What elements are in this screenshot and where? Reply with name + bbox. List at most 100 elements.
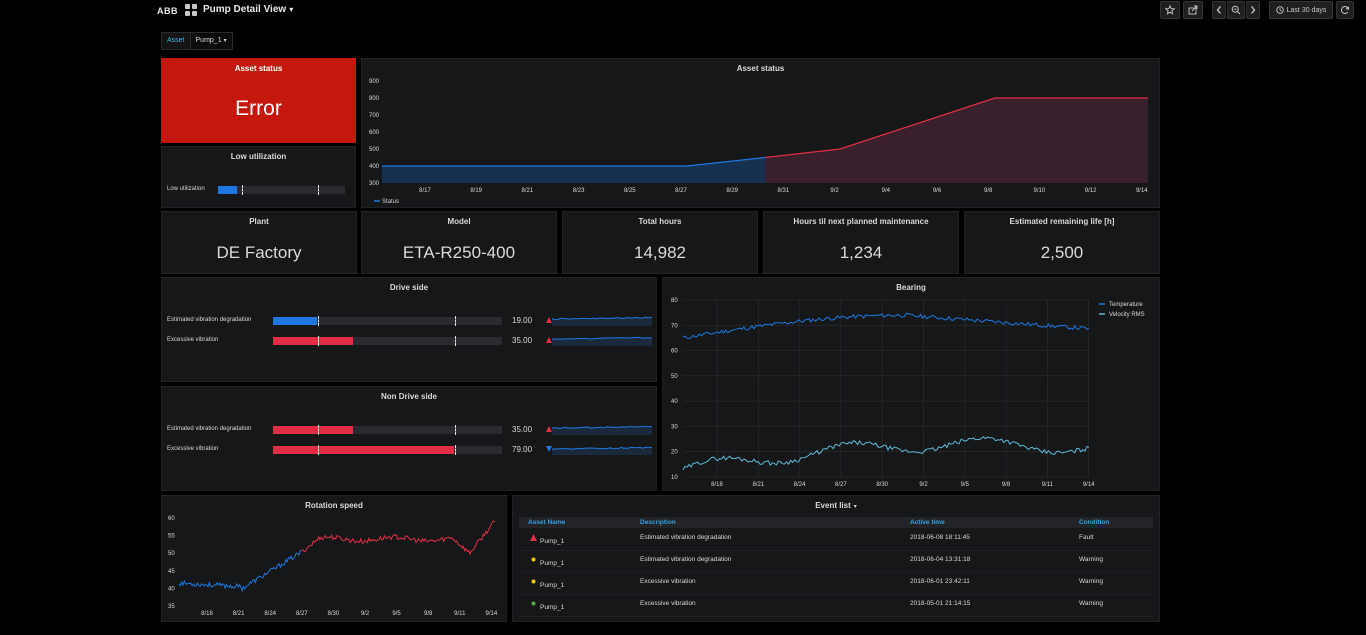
y-tick-label: 800: [369, 96, 380, 102]
refresh-icon: [1340, 5, 1350, 14]
velocity-rms-line: [682, 436, 1090, 471]
panel-title: Asset status: [234, 64, 283, 73]
legend-label[interactable]: Temperature: [1109, 302, 1143, 308]
gauge-label: Estimated vibration degradation: [167, 426, 252, 432]
time-picker-button[interactable]: Last 30 days: [1269, 1, 1333, 19]
table-row[interactable]: Pump_1 Excessive vibration 2018-06-01 23:4…: [519, 573, 1153, 595]
column-header-asset-name[interactable]: Asset Name: [528, 519, 566, 526]
event-list-title[interactable]: Event list ▾: [513, 501, 1159, 510]
non-drive-side-panel[interactable]: Non Drive side Estimated vibration degra…: [161, 386, 657, 491]
cell-condition: Fault: [1079, 534, 1094, 541]
sparkline: [552, 316, 652, 326]
stat-panel[interactable]: Plant DE Factory: [161, 211, 357, 274]
asset-variable-value: Pump_1: [195, 37, 222, 44]
y-tick-label: 70: [671, 323, 678, 329]
rotation-speed-line-normal: [178, 549, 302, 593]
stat-value: 14,982: [634, 243, 686, 262]
column-header-active-time[interactable]: Active time: [910, 519, 945, 526]
asset-status-panel[interactable]: Asset status Error: [161, 58, 356, 143]
gauge-fill: [273, 337, 354, 345]
zoom-out-button[interactable]: [1227, 1, 1245, 19]
asset-variable-label: Asset: [161, 32, 191, 50]
star-button[interactable]: [1160, 1, 1180, 19]
cell-condition: Warning: [1079, 600, 1103, 607]
asset-variable-select[interactable]: Pump_1 ▾: [190, 32, 233, 50]
x-tick-label: 8/19: [470, 188, 482, 194]
column-header-condition[interactable]: Condition: [1079, 519, 1110, 526]
low-utilization-panel[interactable]: Low utilization Low utilization: [161, 146, 356, 208]
table-row[interactable]: Pump_1 Estimated vibration degradation 201…: [519, 551, 1153, 573]
x-tick-label: 9/5: [961, 482, 970, 488]
cell-asset-name[interactable]: Pump_1: [540, 604, 565, 611]
cell-asset-name[interactable]: Pump_1: [540, 560, 565, 567]
cell-description: Excessive vibration: [640, 600, 696, 607]
low-utilization-gauge: [218, 185, 345, 195]
legend-label[interactable]: Velocity RMS: [1109, 312, 1145, 318]
sparkline: [552, 336, 652, 346]
rotation-speed-panel[interactable]: Rotation speed 60 55 50 45 40 35 8/18 8/21 8/24 8…: [161, 495, 507, 622]
refresh-button[interactable]: [1336, 1, 1354, 19]
temperature-line: [682, 312, 1090, 340]
gauge-track: [273, 445, 502, 455]
stat-panel[interactable]: Estimated remaining life [h] 2,500: [964, 211, 1160, 274]
bearing-chart-panel[interactable]: Bearing 80 70 60 50 40 30 20 10 8/18 8/21 8/24 8/27…: [662, 277, 1160, 491]
threshold-marker: [318, 336, 319, 346]
y-tick-label: 700: [369, 113, 380, 119]
star-icon: [1165, 5, 1175, 15]
table-row[interactable]: Pump_1 Excessive vibration 2018-05-01 21:1…: [519, 595, 1153, 617]
stat-panel[interactable]: Hours til next planned maintenance 1,234: [763, 211, 959, 274]
x-tick-label: 8/27: [675, 188, 687, 194]
share-icon: [1188, 5, 1198, 15]
stat-value: 1,234: [839, 243, 883, 262]
asset-status-chart-panel[interactable]: Asset status 900 800 700 600 500 400 300 8/17 8/…: [361, 58, 1160, 208]
warning-dot-icon: [531, 579, 536, 584]
share-button[interactable]: [1183, 1, 1203, 19]
y-tick-label: 900: [369, 79, 380, 85]
drive-side-panel[interactable]: Drive side Estimated vibration degradati…: [161, 277, 657, 382]
cell-asset-name[interactable]: Pump_1: [540, 538, 565, 545]
time-forward-button[interactable]: [1246, 1, 1260, 19]
x-tick-label: 8/30: [876, 482, 888, 488]
panel-title: Bearing: [896, 283, 926, 292]
event-list-panel[interactable]: Event list ▾ Asset Name Description Activ…: [512, 495, 1160, 622]
x-tick-label: 8/29: [726, 188, 738, 194]
x-tick-label: 8/24: [264, 611, 276, 617]
x-tick-label: 9/10: [1034, 188, 1046, 194]
x-tick-label: 8/21: [522, 188, 534, 194]
dashboard-title[interactable]: Pump Detail View ▾: [203, 4, 293, 15]
cell-condition: Warning: [1079, 578, 1103, 585]
y-tick-label: 60: [671, 349, 678, 355]
x-tick-label: 9/8: [984, 188, 993, 194]
column-header-description[interactable]: Description: [640, 519, 676, 526]
rotation-speed-chart: 60 55 50 45 40 35 8/18 8/21 8/24 8/27 8/30 9/2 9/5 9/…: [168, 516, 498, 617]
stat-panel[interactable]: Model ETA-R250-400: [361, 211, 557, 274]
stat-panel[interactable]: Total hours 14,982: [562, 211, 758, 274]
cell-asset-name[interactable]: Pump_1: [540, 582, 565, 589]
stat-title: Total hours: [638, 217, 682, 226]
gauge-track: [273, 425, 502, 435]
y-tick-label: 50: [671, 374, 678, 380]
cell-description: Estimated vibration degradation: [640, 556, 732, 563]
x-tick-label: 8/21: [752, 482, 764, 488]
y-tick-label: 45: [168, 569, 175, 575]
x-tick-label: 8/18: [711, 482, 723, 488]
cell-description: Excessive vibration: [640, 578, 696, 585]
x-tick-label: 8/25: [624, 188, 636, 194]
stat-title: Model: [447, 217, 471, 226]
brand-logo[interactable]: ABB: [157, 6, 178, 16]
warning-dot-icon: [531, 557, 536, 562]
legend-label[interactable]: Status: [382, 199, 399, 205]
table-row[interactable]: Pump_1 Estimated vibration degradation 201…: [519, 529, 1153, 551]
arrow-down-icon: [546, 446, 552, 452]
cell-active-time: 2018-06-08 18:11:45: [910, 534, 970, 541]
time-back-button[interactable]: [1212, 1, 1226, 19]
dashboard-grid-icon[interactable]: [185, 4, 197, 16]
x-tick-label: 9/11: [1042, 482, 1054, 488]
x-tick-label: 9/14: [1083, 482, 1095, 488]
gauge-track: [273, 316, 502, 326]
gauge-fill: [218, 186, 238, 194]
panel-title: Asset status: [736, 64, 785, 73]
x-tick-label: 8/27: [835, 482, 847, 488]
x-tick-label: 9/8: [1002, 482, 1011, 488]
stat-title: Estimated remaining life [h]: [1009, 217, 1115, 226]
